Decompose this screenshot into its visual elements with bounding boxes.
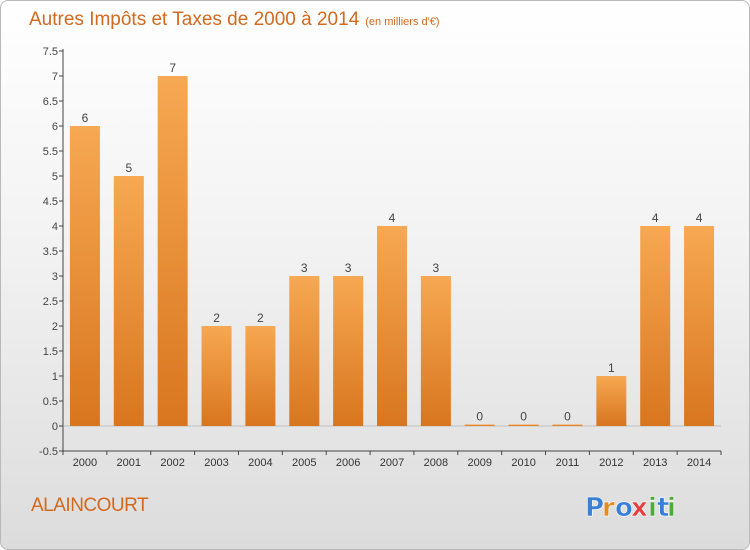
bar-2011 [552, 424, 583, 426]
y-tick-label: 4 [52, 221, 58, 233]
y-tick-label: 6 [52, 121, 58, 133]
logo-letter: o [615, 493, 633, 523]
chart-data-labels: 6 5 7 2 2 3 3 4 3 0 0 0 1 4 4 [82, 61, 703, 424]
x-tick-label-2003: 2003 [204, 457, 228, 469]
x-tick-label-2009: 2009 [467, 457, 491, 469]
x-tick-label-2004: 2004 [248, 457, 272, 469]
x-tick-label-2010: 2010 [511, 457, 535, 469]
y-tick-label: 1 [52, 371, 58, 383]
data-label-2006: 3 [345, 261, 352, 275]
y-tick-label: -0.5 [39, 446, 58, 458]
logo-letter: i [648, 493, 657, 523]
bar-2012 [596, 376, 627, 426]
bar-2001 [113, 176, 144, 426]
bar-2002 [157, 76, 188, 426]
data-label-2008: 3 [433, 261, 440, 275]
chart-axes: -0.500.511.522.533.544.555.566.577.52000… [39, 46, 722, 469]
data-label-2013: 4 [652, 211, 659, 225]
data-label-2004: 2 [257, 311, 264, 325]
x-tick-label-2002: 2002 [160, 457, 184, 469]
y-tick-label: 2 [52, 321, 58, 333]
bar-2008 [420, 276, 451, 426]
x-tick-label-2006: 2006 [336, 457, 360, 469]
y-tick-label: 2.5 [43, 296, 58, 308]
data-label-2000: 6 [82, 111, 89, 125]
x-tick-label-2014: 2014 [687, 457, 711, 469]
x-tick-label-2005: 2005 [292, 457, 316, 469]
bar-2000 [69, 126, 100, 426]
y-tick-label: 5 [52, 171, 58, 183]
bar-2013 [640, 226, 671, 426]
bar-2005 [289, 276, 320, 426]
bar-2003 [201, 326, 232, 426]
x-tick-label-2007: 2007 [380, 457, 404, 469]
logo-letter: i [667, 493, 676, 523]
y-tick-label: 7 [52, 71, 58, 83]
commune-name: ALAINCOURT [31, 495, 149, 516]
x-tick-label-2000: 2000 [73, 457, 97, 469]
bar-2007 [377, 226, 407, 426]
bar-2014 [684, 226, 715, 426]
logo-letter: t [657, 493, 669, 523]
title-text: Autres Impôts et Taxes de 2000 à 2014 [29, 9, 360, 30]
y-tick-label: 3.5 [43, 246, 58, 258]
bar-2009 [464, 424, 495, 426]
bar-2010 [508, 424, 539, 426]
y-tick-label: 5.5 [43, 146, 58, 158]
y-tick-label: 4.5 [43, 196, 58, 208]
bar-2004 [245, 326, 276, 426]
logo-letter: P [585, 493, 604, 523]
title-unit: (en milliers d'€) [365, 16, 440, 28]
data-label-2012: 1 [608, 361, 615, 375]
logo-letter: r [602, 493, 615, 523]
x-tick-label-2013: 2013 [643, 457, 667, 469]
y-tick-label: 0 [52, 421, 58, 433]
data-label-2010: 0 [520, 410, 527, 424]
y-tick-label: 6.5 [43, 96, 58, 108]
y-tick-label: 1.5 [43, 346, 58, 358]
data-label-2001: 5 [125, 161, 132, 175]
chart-bars [69, 76, 715, 426]
y-tick-label: 3 [52, 271, 58, 283]
data-label-2009: 0 [476, 410, 483, 424]
y-tick-label: 0.5 [43, 396, 58, 408]
data-label-2005: 3 [301, 261, 308, 275]
x-tick-label-2011: 2011 [556, 457, 580, 469]
x-tick-label-2008: 2008 [424, 457, 448, 469]
data-label-2007: 4 [389, 211, 396, 225]
data-label-2014: 4 [696, 211, 703, 225]
logo-letter: x [631, 493, 648, 523]
data-label-2011: 0 [564, 410, 571, 424]
chart-title: Autres Impôts et Taxes de 2000 à 2014 (en… [29, 9, 440, 31]
proxiti-logo: Pr ox i ti [585, 493, 677, 524]
y-tick-label: 7.5 [43, 46, 58, 58]
x-tick-label-2001: 2001 [117, 457, 141, 469]
x-tick-label-2012: 2012 [599, 457, 623, 469]
data-label-2003: 2 [213, 311, 220, 325]
bar-2006 [333, 276, 364, 426]
data-label-2002: 7 [169, 61, 176, 75]
